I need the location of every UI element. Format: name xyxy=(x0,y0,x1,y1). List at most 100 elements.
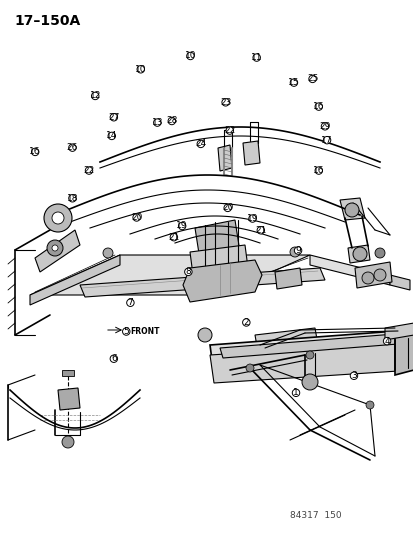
Polygon shape xyxy=(219,334,397,358)
Circle shape xyxy=(110,355,117,362)
Polygon shape xyxy=(309,255,389,285)
Circle shape xyxy=(292,389,299,397)
Circle shape xyxy=(85,167,93,174)
Circle shape xyxy=(184,268,192,276)
Text: 9: 9 xyxy=(294,246,300,255)
Polygon shape xyxy=(339,198,364,220)
Circle shape xyxy=(186,52,194,60)
Text: 2: 2 xyxy=(243,318,249,327)
Circle shape xyxy=(301,374,317,390)
Circle shape xyxy=(289,247,299,257)
Circle shape xyxy=(110,114,117,121)
Text: 17–150A: 17–150A xyxy=(14,14,80,28)
Polygon shape xyxy=(190,245,247,275)
Text: 21: 21 xyxy=(254,226,266,235)
Text: 20: 20 xyxy=(221,204,233,212)
Circle shape xyxy=(290,79,297,86)
Text: 10: 10 xyxy=(135,65,146,74)
Circle shape xyxy=(153,119,161,126)
Text: 12: 12 xyxy=(89,92,101,100)
Circle shape xyxy=(133,214,140,221)
Circle shape xyxy=(31,148,39,156)
Polygon shape xyxy=(384,323,413,340)
Circle shape xyxy=(52,245,58,251)
Text: 1: 1 xyxy=(292,389,298,397)
Text: 22: 22 xyxy=(83,166,95,175)
Circle shape xyxy=(108,132,115,140)
Circle shape xyxy=(305,351,313,359)
Text: 26: 26 xyxy=(66,143,78,152)
Polygon shape xyxy=(183,260,261,302)
Circle shape xyxy=(308,75,316,83)
Circle shape xyxy=(44,204,72,232)
Polygon shape xyxy=(254,328,317,352)
Text: 5: 5 xyxy=(123,327,129,336)
Circle shape xyxy=(352,247,366,261)
Circle shape xyxy=(349,372,357,379)
Circle shape xyxy=(373,269,385,281)
Circle shape xyxy=(382,337,390,345)
Circle shape xyxy=(122,328,130,335)
Circle shape xyxy=(47,240,63,256)
Text: 20: 20 xyxy=(131,213,142,222)
Circle shape xyxy=(178,222,185,230)
Circle shape xyxy=(256,227,264,234)
Polygon shape xyxy=(347,245,369,263)
Text: 22: 22 xyxy=(223,126,235,135)
Circle shape xyxy=(221,99,229,106)
Circle shape xyxy=(252,54,260,61)
Circle shape xyxy=(248,215,256,222)
Text: 16: 16 xyxy=(312,102,324,111)
Text: 84317  150: 84317 150 xyxy=(289,511,341,520)
Polygon shape xyxy=(209,342,413,383)
Text: 3: 3 xyxy=(350,372,356,380)
Circle shape xyxy=(245,364,254,372)
Circle shape xyxy=(223,204,231,212)
Circle shape xyxy=(168,117,175,125)
Text: 16: 16 xyxy=(312,166,324,175)
Circle shape xyxy=(320,123,328,130)
Circle shape xyxy=(91,92,99,100)
Text: 21: 21 xyxy=(168,233,179,241)
Circle shape xyxy=(323,136,330,144)
Circle shape xyxy=(69,144,76,151)
Circle shape xyxy=(52,212,64,224)
Circle shape xyxy=(294,247,301,254)
Circle shape xyxy=(314,167,322,174)
Text: 29: 29 xyxy=(318,122,330,131)
Circle shape xyxy=(137,66,144,73)
Circle shape xyxy=(374,248,384,258)
Text: 11: 11 xyxy=(250,53,262,62)
Polygon shape xyxy=(62,370,74,376)
Text: 13: 13 xyxy=(151,118,163,127)
Polygon shape xyxy=(35,230,80,272)
Text: 18: 18 xyxy=(66,194,78,203)
Circle shape xyxy=(170,233,177,241)
Circle shape xyxy=(69,195,76,202)
Polygon shape xyxy=(195,220,240,260)
Text: 24: 24 xyxy=(195,140,206,148)
Polygon shape xyxy=(242,141,259,165)
Circle shape xyxy=(344,203,358,217)
Polygon shape xyxy=(58,388,80,410)
Polygon shape xyxy=(274,268,301,289)
Text: 23: 23 xyxy=(219,98,231,107)
Text: 6: 6 xyxy=(111,354,116,363)
Polygon shape xyxy=(389,275,409,290)
Text: 19: 19 xyxy=(176,222,188,230)
Text: 28: 28 xyxy=(166,117,177,125)
Circle shape xyxy=(197,328,211,342)
Text: 4: 4 xyxy=(383,337,389,345)
Text: 17: 17 xyxy=(320,136,332,144)
Polygon shape xyxy=(354,262,391,288)
Circle shape xyxy=(314,103,322,110)
Text: 25: 25 xyxy=(306,75,318,83)
Text: 14: 14 xyxy=(106,132,117,140)
Circle shape xyxy=(103,248,113,258)
Circle shape xyxy=(225,127,233,134)
Circle shape xyxy=(62,436,74,448)
Text: 10: 10 xyxy=(184,52,196,60)
Text: 8: 8 xyxy=(185,268,191,276)
Text: 16: 16 xyxy=(29,148,41,156)
Circle shape xyxy=(197,140,204,148)
